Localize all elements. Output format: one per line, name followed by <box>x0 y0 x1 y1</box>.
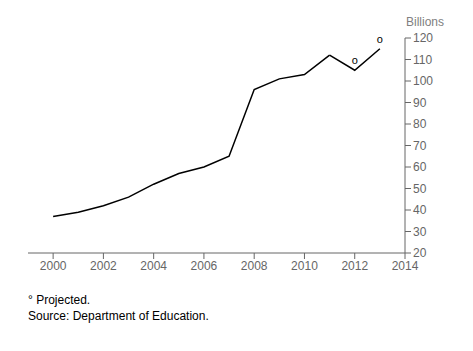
svg-text:o: o <box>377 33 383 45</box>
svg-text:2014: 2014 <box>392 259 419 273</box>
svg-text:40: 40 <box>413 203 427 217</box>
svg-text:90: 90 <box>413 96 427 110</box>
svg-text:120: 120 <box>413 31 433 45</box>
svg-text:2000: 2000 <box>40 259 67 273</box>
html-text:Source: Department of Educatio: Source: Department of Education. <box>28 309 209 323</box>
svg-text:2008: 2008 <box>241 259 268 273</box>
svg-text:2006: 2006 <box>191 259 218 273</box>
html-text:° Projected.: ° Projected. <box>28 293 91 307</box>
svg-text:20: 20 <box>413 246 427 260</box>
svg-text:2004: 2004 <box>140 259 167 273</box>
svg-text:60: 60 <box>413 160 427 174</box>
svg-text:30: 30 <box>413 225 427 239</box>
svg-text:70: 70 <box>413 139 427 153</box>
svg-text:2002: 2002 <box>90 259 117 273</box>
svg-text:50: 50 <box>413 182 427 196</box>
svg-text:o: o <box>352 54 358 66</box>
svg-text:80: 80 <box>413 117 427 131</box>
svg-text:2012: 2012 <box>341 259 368 273</box>
svg-text:110: 110 <box>413 53 432 67</box>
svg-text:2010: 2010 <box>291 259 318 273</box>
svg-text:100: 100 <box>413 74 433 88</box>
svg-text:Billions: Billions <box>406 15 444 29</box>
